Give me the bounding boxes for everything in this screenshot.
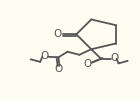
Text: O: O [54, 29, 62, 39]
Text: O: O [40, 51, 49, 61]
Text: O: O [55, 64, 63, 74]
Text: O: O [83, 59, 91, 69]
Text: O: O [110, 53, 119, 63]
